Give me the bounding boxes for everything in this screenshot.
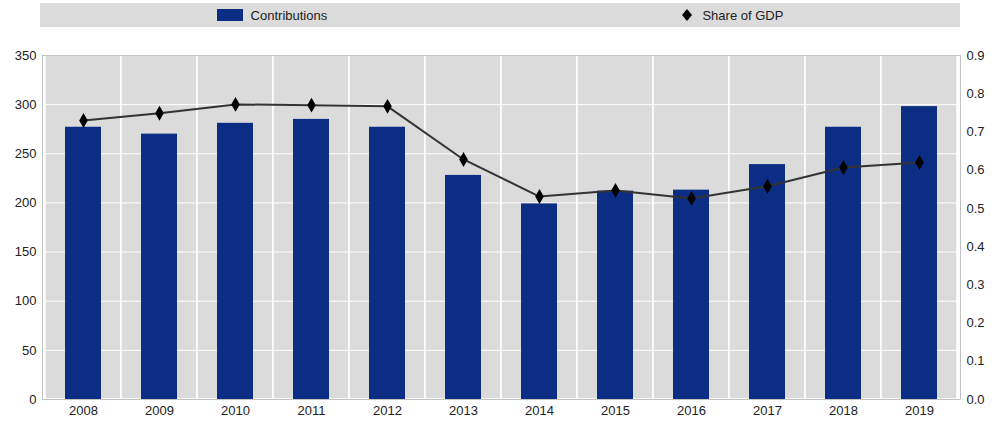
svg-text:250: 250 <box>15 146 37 161</box>
svg-text:100: 100 <box>15 293 37 308</box>
svg-text:150: 150 <box>15 244 37 259</box>
svg-text:2010: 2010 <box>221 403 250 418</box>
svg-text:2018: 2018 <box>829 403 858 418</box>
svg-text:2012: 2012 <box>373 403 402 418</box>
svg-text:0.0: 0.0 <box>967 392 985 407</box>
html-text:Share of GDP: Share of GDP <box>702 7 784 23</box>
svg-text:0: 0 <box>29 392 36 407</box>
svg-text:0.9: 0.9 <box>967 48 985 63</box>
svg-text:2014: 2014 <box>525 403 554 418</box>
svg-text:0.8: 0.8 <box>967 86 985 101</box>
html-text:Contributions: Contributions <box>250 7 328 23</box>
svg-text:2019: 2019 <box>905 403 934 418</box>
svg-text:200: 200 <box>15 195 37 210</box>
svg-text:2011: 2011 <box>298 403 326 418</box>
svg-text:0.4: 0.4 <box>967 239 985 254</box>
svg-text:0.3: 0.3 <box>967 277 985 292</box>
svg-text:2015: 2015 <box>601 403 630 418</box>
svg-text:350: 350 <box>15 48 37 63</box>
svg-text:2016: 2016 <box>677 403 706 418</box>
svg-text:0.2: 0.2 <box>967 315 985 330</box>
svg-text:2017: 2017 <box>753 403 782 418</box>
svg-text:2009: 2009 <box>145 403 174 418</box>
svg-text:2013: 2013 <box>449 403 478 418</box>
svg-text:0.5: 0.5 <box>967 201 985 216</box>
svg-text:0.7: 0.7 <box>967 124 985 139</box>
svg-text:2008: 2008 <box>69 403 98 418</box>
svg-text:50: 50 <box>22 343 36 358</box>
svg-text:0.6: 0.6 <box>967 162 985 177</box>
svg-text:300: 300 <box>15 97 37 112</box>
svg-text:0.1: 0.1 <box>967 353 985 368</box>
